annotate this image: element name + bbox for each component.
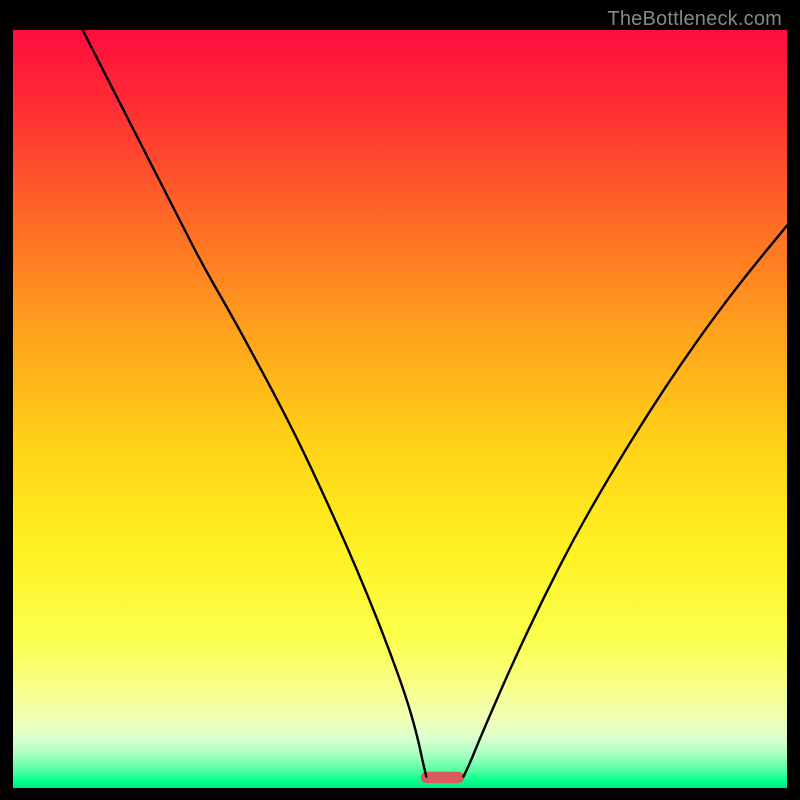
bottleneck-chart — [13, 30, 787, 788]
optimal-marker — [421, 772, 464, 783]
watermark-text: TheBottleneck.com — [607, 8, 782, 31]
chart-background — [13, 30, 787, 788]
chart-svg — [13, 30, 787, 788]
